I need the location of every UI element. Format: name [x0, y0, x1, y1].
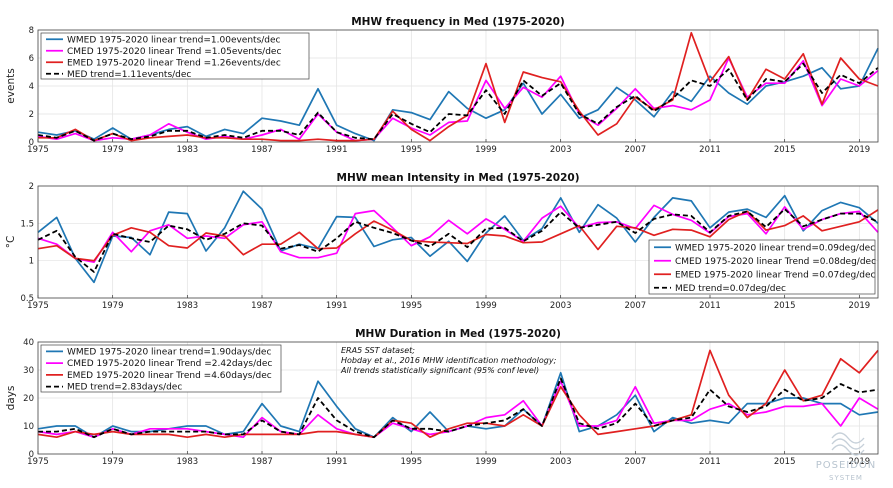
duration-series-line-3 — [37, 349, 879, 439]
frequency-xtick-label: 1987 — [251, 145, 273, 155]
duration-axes-frame — [37, 341, 879, 455]
intensity-xtick-label: 2015 — [774, 301, 796, 311]
intensity-ytick-label: 1 — [29, 257, 34, 267]
intensity-xtick-label: 2007 — [625, 301, 647, 311]
intensity-chart-title: MHW mean Intensity in Med (1975-2020) — [337, 172, 580, 184]
watermark: POSEIDON SYSTEM — [816, 432, 877, 482]
duration-xtick-label: 1995 — [401, 457, 423, 467]
duration-xtick-label: 1999 — [475, 457, 497, 467]
intensity-xtick-label: 1979 — [102, 301, 124, 311]
intensity-panel: 0.5 1 1.5 2 1975 1979 1983 1987 1991 1995 1999 2003… — [5, 172, 879, 311]
duration-legend: WMED 1975-2020 linear trend=1.90days/dec… — [40, 344, 282, 393]
frequency-xtick-label: 1991 — [326, 145, 348, 155]
intensity-ytick-label: 1.5 — [20, 219, 34, 229]
frequency-ytick-label: 0 — [29, 138, 34, 148]
intensity-ytick-label: 2 — [29, 182, 34, 192]
duration-xtick-label: 1979 — [102, 457, 124, 467]
duration-ytick-label: 40 — [23, 338, 34, 348]
wave-logo-icon — [831, 432, 865, 456]
intensity-series-line-3 — [37, 209, 879, 262]
frequency-xtick-label: 1999 — [475, 145, 497, 155]
frequency-xtick-label: 2015 — [774, 145, 796, 155]
duration-ytick-label: 20 — [23, 394, 34, 404]
duration-xtick-label: 2015 — [774, 457, 796, 467]
duration-xtick-label: 2011 — [699, 457, 721, 467]
duration-ytick-label: 10 — [23, 422, 34, 432]
intensity-xtick-label: 1995 — [401, 301, 423, 311]
intensity-xtick-label: 2019 — [849, 301, 871, 311]
intensity-legend: WMED 1975-2020 linear trend=0.09deg/dec C… — [648, 239, 876, 295]
intensity-xtick-label: 1983 — [177, 301, 199, 311]
duration-annotation-line-3: All trends statistically significant (95… — [340, 366, 539, 375]
watermark-line1: POSEIDON — [816, 460, 877, 471]
duration-annotation-line-1: ERA5 SST dataset; — [341, 346, 415, 355]
duration-xtick-label: 1991 — [326, 457, 348, 467]
duration-legend-box — [40, 344, 282, 393]
intensity-legend-label-3: EMED 1975-2020 linear Trend =0.07deg/dec — [675, 270, 875, 280]
frequency-xtick-label: 1995 — [401, 145, 423, 155]
duration-annotation-line-2: Hobday et al., 2016 MHW identification m… — [341, 356, 557, 365]
intensity-series-line-1 — [37, 190, 879, 284]
intensity-xtick-label: 1991 — [326, 301, 348, 311]
frequency-ytick-label: 2 — [29, 110, 34, 120]
frequency-panel: 0 2 4 6 8 1975 1979 1983 1987 1991 1995 1999 2003 200… — [5, 16, 879, 155]
frequency-legend-label-1: WMED 1975-2020 linear trend=1.00events/d… — [67, 35, 281, 45]
frequency-ytick-label: 8 — [29, 26, 34, 36]
duration-legend-label-4: MED trend=2.83days/dec — [67, 383, 182, 393]
frequency-legend: WMED 1975-2020 linear trend=1.00events/d… — [40, 32, 310, 80]
intensity-ytick-label: 0.5 — [20, 294, 34, 304]
intensity-legend-label-4: MED trend=0.07deg/dec — [675, 284, 786, 294]
frequency-xtick-label: 1983 — [177, 145, 199, 155]
duration-chart-title: MHW Duration in Med (1975-2020) — [355, 328, 561, 340]
frequency-xtick-label: 2011 — [699, 145, 721, 155]
frequency-xtick-label: 2007 — [625, 145, 647, 155]
intensity-xtick-label: 1987 — [251, 301, 273, 311]
intensity-legend-label-1: WMED 1975-2020 linear trend=0.09deg/dec — [675, 243, 875, 253]
intensity-axes-frame — [37, 185, 879, 299]
intensity-xtick-label: 2011 — [699, 301, 721, 311]
intensity-xtick-label: 1975 — [27, 301, 49, 311]
duration-xtick-label: 1983 — [177, 457, 199, 467]
frequency-xtick-label: 1979 — [102, 145, 124, 155]
duration-panel: 0 10 20 30 40 1975 1979 1983 1987 1991 1995 1999 200… — [5, 328, 879, 467]
frequency-legend-label-2: CMED 1975-2020 linear Trend =1.05events/… — [67, 47, 281, 57]
duration-series-line-4 — [38, 377, 879, 439]
duration-legend-label-1: WMED 1975-2020 linear trend=1.90days/dec — [67, 347, 271, 357]
intensity-y-axis-label: °C — [5, 236, 17, 249]
frequency-xtick-label: 1975 — [27, 145, 49, 155]
duration-xtick-label: 2003 — [550, 457, 572, 467]
frequency-chart-title: MHW frequency in Med (1975-2020) — [351, 16, 565, 28]
duration-ytick-label: 30 — [23, 366, 34, 376]
frequency-axes-frame — [37, 29, 879, 143]
intensity-xtick-label: 2003 — [550, 301, 572, 311]
duration-y-axis-label: days — [5, 386, 17, 411]
frequency-legend-box — [40, 32, 310, 80]
watermark-line2: SYSTEM — [829, 474, 863, 482]
frequency-series-line-4 — [37, 62, 879, 142]
frequency-legend-label-3: EMED 1975-2020 linear Trend =1.26events/… — [67, 58, 281, 68]
frequency-xtick-label: 2019 — [849, 145, 871, 155]
intensity-legend-label-2: CMED 1975-2020 linear Trend =0.08deg/dec — [675, 257, 876, 267]
duration-xtick-label: 2019 — [849, 457, 871, 467]
intensity-legend-box — [648, 239, 876, 295]
frequency-ytick-label: 4 — [29, 82, 34, 92]
frequency-legend-label-4: MED trend=1.11events/dec — [67, 70, 191, 80]
duration-xtick-label: 1975 — [27, 457, 49, 467]
frequency-ytick-label: 6 — [29, 54, 34, 64]
duration-xtick-label: 2007 — [625, 457, 647, 467]
frequency-xtick-label: 2003 — [550, 145, 572, 155]
frequency-series-line-3 — [38, 31, 879, 142]
intensity-xtick-label: 1999 — [475, 301, 497, 311]
duration-legend-label-2: CMED 1975-2020 linear Trend =2.42days/de… — [67, 359, 272, 369]
duration-ytick-label: 0 — [29, 450, 34, 460]
duration-xtick-label: 1987 — [251, 457, 273, 467]
frequency-y-axis-label: events — [5, 68, 17, 103]
intensity-series-line-4 — [37, 208, 879, 273]
duration-legend-label-3: EMED 1975-2020 linear Trend =4.60days/de… — [67, 371, 272, 381]
